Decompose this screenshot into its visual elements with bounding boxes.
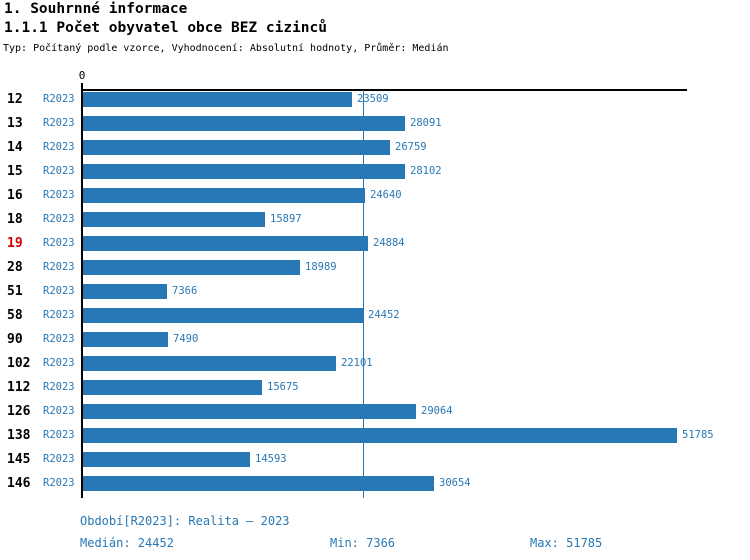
category-label: 146 [7,476,31,491]
value-label: 28091 [410,117,442,129]
series-label: R2023 [43,189,75,201]
chart-subtitle: 1.1.1 Počet obyvatel obce BEZ cizinců [4,20,328,36]
value-label: 26759 [395,141,427,153]
bar [83,92,352,107]
series-label: R2023 [43,453,75,465]
bar [83,116,405,131]
value-label: 7366 [172,285,198,297]
category-label: 14 [7,140,23,155]
series-label: R2023 [43,333,75,345]
value-label: 29064 [421,405,453,417]
value-label: 22101 [341,357,373,369]
axis-zero-label: 0 [78,69,86,82]
bar [83,212,265,227]
bar [83,404,416,419]
value-label: 51785 [682,429,714,441]
top-axis-line [82,89,687,91]
series-label: R2023 [43,429,75,441]
value-label: 18989 [305,261,337,273]
value-label: 28102 [410,165,442,177]
category-label: 16 [7,188,23,203]
value-label: 24640 [370,189,402,201]
series-label: R2023 [43,405,75,417]
bar [83,260,300,275]
value-label: 23509 [357,93,389,105]
bar [83,380,262,395]
bar [83,188,365,203]
footer-period: Období[R2023]: Realita – 2023 [80,514,290,528]
category-label: 18 [7,212,23,227]
series-label: R2023 [43,477,75,489]
value-label: 24452 [368,309,400,321]
series-label: R2023 [43,117,75,129]
series-label: R2023 [43,309,75,321]
series-label: R2023 [43,285,75,297]
footer-median: Medián: 24452 [80,536,174,550]
bar [83,452,250,467]
bar [83,356,336,371]
value-label: 15675 [267,381,299,393]
series-label: R2023 [43,237,75,249]
bar [83,284,167,299]
median-line [363,90,364,498]
value-label: 15897 [270,213,302,225]
series-label: R2023 [43,93,75,105]
value-label: 30654 [439,477,471,489]
category-label: 28 [7,260,23,275]
bar [83,332,168,347]
category-label: 112 [7,380,31,395]
category-label: 19 [7,236,23,251]
category-label: 138 [7,428,31,443]
value-label: 14593 [255,453,287,465]
series-label: R2023 [43,261,75,273]
footer-max: Max: 51785 [530,536,603,550]
bar [83,236,368,251]
bar [83,140,390,155]
series-label: R2023 [43,381,75,393]
category-label: 15 [7,164,23,179]
category-label: 102 [7,356,31,371]
category-label: 13 [7,116,23,131]
bar [83,308,363,323]
bar [83,476,434,491]
category-label: 90 [7,332,23,347]
category-label: 51 [7,284,23,299]
footer-min: Min: 7366 [330,536,396,550]
chart-meta: Typ: Počítaný podle vzorce, Vyhodnocení:… [3,43,449,54]
page-title: 1. Souhrnné informace [4,1,188,17]
y-axis-line [81,83,83,498]
bar [83,164,405,179]
series-label: R2023 [43,141,75,153]
category-label: 126 [7,404,31,419]
category-label: 145 [7,452,31,467]
value-label: 24884 [373,237,405,249]
value-label: 7490 [173,333,199,345]
series-label: R2023 [43,165,75,177]
category-label: 58 [7,308,23,323]
series-label: R2023 [43,357,75,369]
category-label: 12 [7,92,23,107]
bar [83,428,677,443]
series-label: R2023 [43,213,75,225]
